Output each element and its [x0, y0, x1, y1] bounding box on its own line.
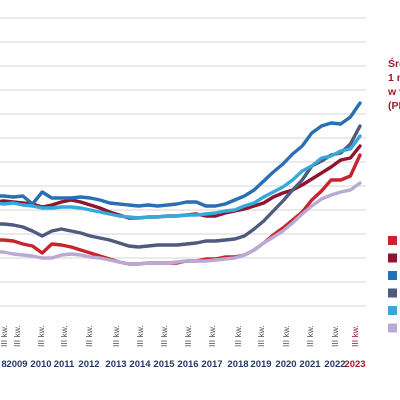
legend-title-line: 1 m — [388, 72, 400, 84]
x-axis-ticks: III kw. 8 III kw. 2009 III kw. 2010 III kw. 201… — [0, 325, 366, 370]
series-line-4 — [0, 124, 362, 249]
year-tick-label: 2014 — [129, 359, 151, 370]
series-line-6 — [0, 181, 362, 266]
quarter-tick-label: III kw. — [281, 325, 291, 347]
quarter-tick-label: III kw. — [36, 325, 46, 347]
series-line-5 — [0, 134, 362, 220]
year-tick-label: 2016 — [177, 359, 198, 370]
year-tick-label: 2023 — [344, 359, 365, 370]
quarter-tick-label: III kw. — [0, 325, 9, 347]
year-tick-label: 2010 — [30, 359, 51, 370]
quarter-tick-label: III kw. — [305, 325, 315, 347]
legend-title-line: Śre — [388, 57, 400, 70]
legend: Śre 1 m w v (PL — [387, 57, 400, 333]
year-tick-label: 2015 — [153, 359, 175, 370]
year-tick-label: 2017 — [201, 359, 222, 370]
year-tick-label: 2018 — [227, 359, 248, 370]
legend-swatch — [388, 306, 397, 315]
quarter-tick-label: III kw. — [84, 325, 94, 347]
year-tick-label: 2012 — [78, 359, 99, 370]
quarter-tick-label: III kw. — [330, 325, 340, 347]
year-tick-label: 2022 — [324, 359, 345, 370]
year-tick-label: 2020 — [275, 359, 296, 370]
legend-swatch — [388, 288, 397, 298]
year-tick-label: 2009 — [6, 359, 27, 370]
quarter-tick-label: III kw. — [183, 325, 193, 347]
quarter-tick-label: III kw. — [233, 325, 243, 347]
quarter-tick-label: III kw. — [159, 325, 169, 347]
quarter-tick-label: III kw. — [256, 325, 266, 347]
legend-title-line: w v — [387, 86, 400, 98]
quarter-tick-label: III kw. — [59, 325, 69, 347]
gridlines — [0, 17, 366, 307]
quarter-tick-label: III kw. — [135, 325, 145, 347]
year-tick-label: 8 — [1, 359, 6, 370]
year-tick-label: 2019 — [250, 359, 271, 370]
legend-swatch — [388, 271, 397, 280]
quarter-tick-label: III kw. — [12, 325, 22, 347]
series-lines — [0, 101, 362, 266]
legend-swatch — [388, 323, 397, 333]
quarter-tick-label: III kw. — [207, 325, 217, 347]
quarter-tick-label: III kw. — [111, 325, 121, 347]
year-tick-label: 2011 — [54, 359, 75, 370]
year-tick-label: 2013 — [105, 359, 126, 370]
quarter-tick-label: III kw. — [350, 325, 360, 347]
legend-swatch — [388, 253, 397, 263]
year-tick-label: 2021 — [299, 359, 321, 370]
series-line-3 — [0, 101, 362, 208]
legend-title-line: (PL — [388, 100, 400, 112]
legend-swatch — [388, 236, 397, 245]
